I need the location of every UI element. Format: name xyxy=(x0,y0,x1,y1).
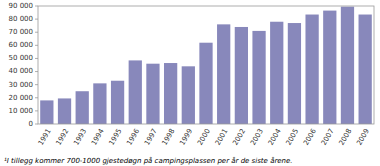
x-tick-label: 2008 xyxy=(338,127,354,146)
y-tick-label: 60 000 xyxy=(9,41,34,49)
y-tick xyxy=(35,84,38,85)
footnote: ¹I tillegg kommer 700-1000 gjestedøgn på… xyxy=(4,156,293,165)
x-tick-label: 2009 xyxy=(355,127,371,146)
y-tick xyxy=(35,19,38,20)
x-tick-label: 2006 xyxy=(302,127,318,147)
x-tick-label: 2007 xyxy=(320,127,336,146)
y-tick xyxy=(35,58,38,59)
y-tick-label: 40 000 xyxy=(9,67,34,75)
y-tick xyxy=(35,32,38,33)
bar xyxy=(146,64,159,124)
bar xyxy=(93,83,106,124)
x-tick-label: 1994 xyxy=(90,127,106,147)
y-tick-label: 10 000 xyxy=(9,107,34,115)
x-tick-label: 2002 xyxy=(231,127,247,146)
bar xyxy=(252,31,265,124)
bar xyxy=(129,60,142,124)
x-tick-label: 2000 xyxy=(196,127,212,146)
x-tick-label: 1999 xyxy=(178,127,194,146)
y-tick-label: 30 000 xyxy=(9,81,34,89)
chart: 0 10 000 20 000 30 000 40 000 50 000 60 000 70 … xyxy=(0,0,380,166)
y-tick-label: 0 xyxy=(29,120,33,128)
y-tick xyxy=(35,71,38,72)
bar xyxy=(305,15,318,124)
bar xyxy=(341,7,354,124)
x-tick-label: 1992 xyxy=(55,127,71,146)
plot-frame xyxy=(38,6,374,124)
y-tick-label: 20 000 xyxy=(9,94,34,102)
bar xyxy=(164,63,177,124)
bar xyxy=(270,22,283,124)
y-tick-label: 90 000 xyxy=(9,2,34,10)
y-tick xyxy=(35,45,38,46)
bar xyxy=(359,15,372,124)
bar xyxy=(217,24,230,124)
bar xyxy=(111,81,124,124)
bar xyxy=(199,43,212,124)
y-tick-label: 50 000 xyxy=(9,54,34,62)
x-tick-label: 1993 xyxy=(72,127,88,146)
x-tick-label: 1997 xyxy=(143,127,159,146)
x-tick-label: 2003 xyxy=(249,127,265,146)
bars xyxy=(40,7,372,124)
y-tick xyxy=(35,97,38,98)
y-tick-label: 80 000 xyxy=(9,15,34,23)
bar xyxy=(182,66,195,124)
bar xyxy=(58,98,71,124)
x-tick-label: 1995 xyxy=(108,127,124,146)
bar xyxy=(40,100,53,124)
bar xyxy=(288,23,301,124)
y-tick xyxy=(35,6,38,7)
bar xyxy=(76,91,89,124)
x-tick-label: 1996 xyxy=(125,127,141,147)
y-tick xyxy=(35,110,38,111)
bar xyxy=(323,11,336,124)
y-tick-label: 70 000 xyxy=(9,28,34,36)
bar xyxy=(235,27,248,124)
x-tick-label: 1991 xyxy=(37,127,53,146)
x-tick-label: 2004 xyxy=(267,127,283,147)
x-tick-label: 1998 xyxy=(161,127,177,146)
x-tick-label: 2001 xyxy=(214,127,230,146)
x-tick-label: 2005 xyxy=(284,127,300,146)
y-tick xyxy=(35,124,38,125)
